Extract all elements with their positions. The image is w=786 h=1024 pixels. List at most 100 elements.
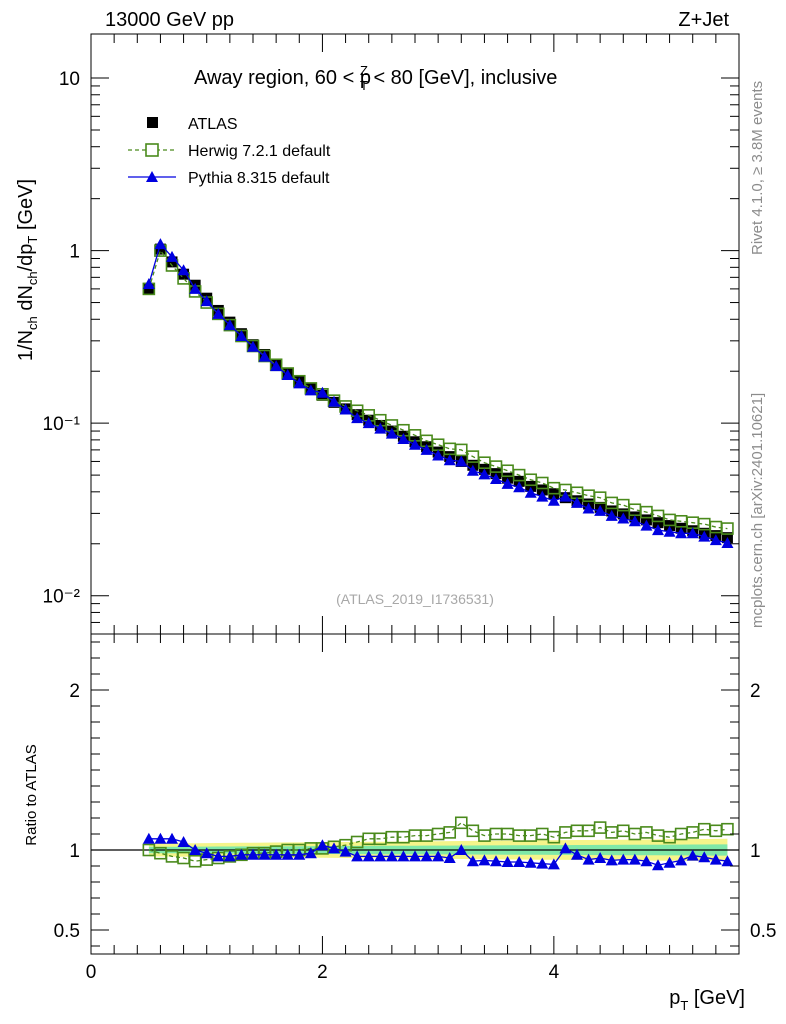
title-prefix: Away region, 60 < p <box>194 67 371 89</box>
pythia-point <box>478 468 491 480</box>
pythia-point <box>235 329 248 341</box>
pythia-line <box>148 242 728 544</box>
pythia-ratio-point <box>235 848 248 860</box>
pythia-point <box>362 417 375 429</box>
pythia-point <box>166 250 178 262</box>
legend: ATLAS Herwig 7.2.1 default Pythia 8.315 … <box>128 116 331 187</box>
ratio-y-tick-label: 0.5 <box>54 921 80 942</box>
pythia-ratio-point <box>478 854 491 866</box>
pythia-ratio-point <box>304 847 317 859</box>
pythia-point <box>686 527 699 539</box>
pythia-ratio-point <box>351 850 364 862</box>
main-y-tick-label: 10⁻² <box>43 587 81 608</box>
pythia-point <box>409 438 421 450</box>
pythia-point <box>617 512 630 524</box>
pythia-ratio-point <box>177 836 190 847</box>
pythia-point <box>351 412 364 424</box>
legend-label-pythia: Pythia 8.315 default <box>188 170 330 187</box>
pythia-point <box>374 422 387 434</box>
herwig-point <box>454 443 468 457</box>
pythia-point <box>339 403 352 415</box>
pythia-ratio-point <box>293 848 306 860</box>
pythia-ratio-point <box>536 857 549 869</box>
pythia-point <box>420 443 433 455</box>
pythia-ratio-point <box>154 832 167 844</box>
pythia-ratio-point <box>142 832 155 844</box>
legend-marker-atlas <box>147 117 158 128</box>
pythia-ratio-point <box>582 853 595 865</box>
main-ylabel: 1/Nch dNch/dpT [GeV] <box>15 179 40 361</box>
pythia-point <box>304 384 317 396</box>
ratio-y-tick-label: 1 <box>69 841 80 862</box>
pythia-point <box>640 519 653 531</box>
pythia-point <box>247 340 259 352</box>
pythia-ratio-point <box>247 848 259 860</box>
pythia-point <box>652 524 664 536</box>
ratio-y-tick-label-right: 2 <box>750 681 761 702</box>
herwig-ratio-point <box>721 822 734 836</box>
pythia-ratio-point <box>617 853 630 865</box>
atlas-point <box>525 480 537 492</box>
pythia-point <box>293 377 306 389</box>
pythia-ratio-point <box>166 832 178 844</box>
pythia-ratio-point <box>698 851 711 863</box>
pythia-ratio-point <box>547 858 560 870</box>
pythia-point <box>559 490 572 502</box>
pythia-ratio-point <box>663 856 676 868</box>
pythia-ratio-point <box>339 845 352 857</box>
plot-title: Away region, 60 < pZ T < 80 [GeV], inclus… <box>194 63 557 93</box>
pythia-point <box>142 278 155 290</box>
x-axis-label: pT [GeV] <box>669 987 745 1013</box>
pythia-point <box>223 319 236 331</box>
pythia-point <box>594 504 607 516</box>
legend-label-herwig: Herwig 7.2.1 default <box>188 143 331 160</box>
pythia-ratio-point <box>409 850 421 862</box>
main-y-tick-label: 10 <box>59 69 80 90</box>
ratio-y-tick-label: 2 <box>69 681 80 702</box>
herwig-ratio-point <box>443 826 457 839</box>
pythia-point <box>721 537 734 549</box>
pythia-ratio-point <box>571 848 583 860</box>
pythia-point <box>189 282 202 294</box>
pythia-ratio-point <box>721 855 734 867</box>
process-label: Z+Jet <box>678 9 729 31</box>
pythia-point <box>397 432 410 444</box>
pythia-point <box>466 464 479 476</box>
atlas-point <box>166 256 178 268</box>
pythia-ratio-point <box>675 854 688 866</box>
pythia-ratio-point <box>432 850 445 862</box>
pythia-point <box>316 386 329 398</box>
pythia-ratio-point <box>270 848 283 860</box>
rivet-label: Rivet 4.1.0, ≥ 3.8M events <box>749 81 766 255</box>
x-tick-label: 4 <box>549 962 560 983</box>
herwig-line <box>148 249 728 530</box>
pythia-ratio-point <box>628 853 641 865</box>
pythia-ratio-point <box>316 839 329 851</box>
ratio-y-tick-label-right: 1 <box>750 841 761 862</box>
pythia-ratio-point <box>594 852 607 863</box>
pythia-point <box>455 455 468 467</box>
pythia-ratio-point <box>605 854 618 866</box>
pythia-point <box>571 496 583 508</box>
analysis-id-label: (ATLAS_2019_I1736531) <box>336 591 494 607</box>
pythia-point <box>675 527 688 539</box>
pythia-point <box>200 295 213 307</box>
pythia-ratio-point <box>443 852 456 863</box>
title-sub: T <box>360 78 368 93</box>
pythia-ratio-point <box>652 859 664 871</box>
pythia-point <box>605 509 618 521</box>
ratio-ylabel: Ratio to ATLAS <box>23 744 40 845</box>
pythia-ratio-point <box>524 856 537 868</box>
pythia-point <box>547 494 560 506</box>
atlas-point <box>536 484 548 496</box>
legend-marker-herwig <box>145 143 159 157</box>
pythia-ratio-point <box>374 850 387 862</box>
x-tick-label: 2 <box>317 962 328 983</box>
pythia-point <box>385 427 398 439</box>
legend-label-atlas: ATLAS <box>188 116 238 133</box>
pythia-ratio-point <box>385 850 398 862</box>
energy-label: 13000 GeV pp <box>105 9 234 31</box>
pythia-ratio-point <box>501 856 514 867</box>
pythia-point <box>536 490 549 502</box>
